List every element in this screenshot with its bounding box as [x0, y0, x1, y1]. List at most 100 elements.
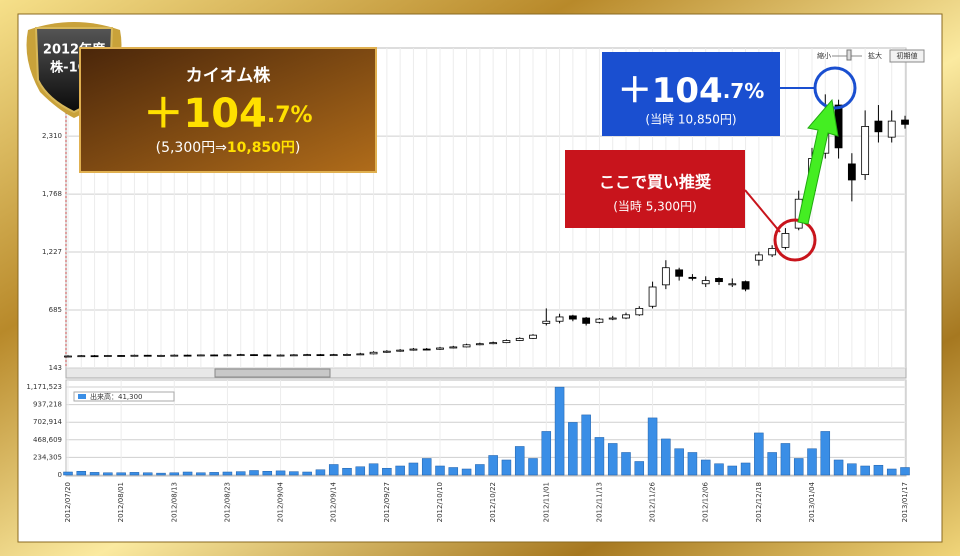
x-tick-label: 2012/12/06	[702, 481, 710, 522]
volume-bar	[528, 458, 538, 476]
y-tick-label: 1,227	[42, 248, 62, 256]
candle-body	[263, 354, 272, 357]
y-tick-label: 143	[49, 364, 62, 372]
x-tick-label: 2013/01/17	[901, 482, 909, 522]
volume-bar	[727, 465, 738, 476]
volume-bar	[103, 472, 113, 476]
zoom-in[interactable]: 拡大	[868, 51, 882, 60]
volume-bar	[514, 446, 525, 476]
volume-bar	[382, 467, 392, 476]
candle-body	[861, 126, 870, 176]
candle-body	[157, 354, 165, 357]
y-tick-label: 1,171,523	[26, 383, 62, 391]
volume-bar	[807, 448, 817, 476]
volume-bar	[262, 470, 273, 476]
high-callout	[602, 52, 780, 136]
candle-body	[77, 355, 86, 358]
volume-bar	[501, 459, 512, 476]
volume-bar	[63, 471, 73, 476]
volume-bar	[554, 386, 565, 476]
headline-box	[79, 47, 377, 173]
candle-body	[595, 318, 604, 323]
volume-bar	[700, 459, 711, 476]
candle-body	[754, 254, 763, 261]
candle-body	[901, 119, 909, 125]
candle-body	[289, 354, 298, 357]
candle-body	[489, 342, 498, 345]
candle-body	[741, 281, 750, 290]
candle-body	[529, 334, 537, 339]
reset-button[interactable]	[889, 49, 925, 63]
volume-bar	[209, 472, 219, 476]
candle-body	[103, 355, 112, 357]
candle-body	[303, 354, 312, 357]
candle-body	[887, 120, 896, 138]
candle-body	[688, 276, 697, 279]
volume-bar	[355, 466, 366, 476]
candle-body	[475, 343, 484, 346]
candle-body	[170, 354, 179, 357]
candle-body	[582, 317, 591, 324]
volume-bar	[328, 464, 339, 476]
volume-bar	[182, 471, 193, 476]
price-close: )	[295, 140, 300, 156]
x-tick-label: 2012/08/01	[117, 482, 125, 522]
volume-bar	[142, 472, 153, 476]
candle-body	[223, 354, 232, 357]
candle-body	[449, 346, 458, 349]
candle-body	[462, 344, 471, 348]
volume-bar	[302, 471, 312, 476]
candle-body	[329, 354, 338, 357]
y-tick-label: 702,914	[33, 418, 62, 426]
y-tick-label: 1,768	[42, 190, 62, 198]
candle-body	[608, 317, 617, 320]
buy-note: (当時 5,300円)	[613, 200, 697, 214]
candle-body	[316, 354, 325, 357]
x-tick-label: 2012/11/01	[542, 482, 550, 522]
candle-body	[436, 347, 444, 350]
volume-bar	[421, 458, 432, 476]
y-tick-label: 685	[49, 306, 62, 314]
volume-bar	[820, 431, 831, 476]
volume-bar	[275, 470, 286, 476]
scroll-thumb[interactable]	[214, 368, 331, 378]
zoom-knob[interactable]	[846, 49, 852, 61]
high-gain-main: ＋104	[618, 71, 723, 111]
volume-bar	[634, 461, 645, 476]
volume-bar	[289, 471, 299, 476]
y-tick-label: 468,609	[33, 436, 62, 444]
x-tick-label: 2012/08/23	[223, 482, 231, 522]
volume-bar	[661, 438, 671, 476]
volume-bar	[342, 467, 352, 476]
volume-bar	[793, 458, 804, 476]
candle-body	[90, 355, 99, 358]
reset-label[interactable]: 初期値	[897, 51, 918, 60]
gain-decimal: .7%	[267, 103, 313, 128]
high-gain-decimal: .7%	[723, 79, 765, 103]
x-tick-label: 2013/01/04	[808, 481, 816, 522]
volume-bar	[860, 465, 870, 476]
candle-body	[356, 353, 365, 356]
candle-body	[250, 354, 258, 357]
candle-body	[661, 267, 670, 286]
zoom-out[interactable]: 縮小	[817, 51, 831, 60]
candle-body	[130, 354, 139, 357]
y-tick-label: 2,310	[42, 132, 62, 140]
volume-bar	[687, 452, 698, 476]
volume-bar	[235, 471, 246, 476]
x-tick-label: 2012/07/20	[64, 482, 72, 522]
legend-box	[73, 391, 175, 402]
volume-bar	[448, 467, 459, 476]
stock-name: カイオム株	[186, 65, 271, 86]
scrollbar[interactable]	[65, 367, 907, 379]
high-gain: ＋104.7%	[618, 71, 765, 111]
candle-body	[675, 269, 684, 277]
x-tick-label: 2012/09/14	[330, 481, 338, 522]
x-tick-label: 2012/10/22	[489, 482, 497, 522]
candle-body	[343, 354, 351, 356]
candle-body	[768, 248, 777, 256]
plot-layer: 2012/07/20 2012/08/01 2012/08/13 2012/08/23…	[63, 94, 910, 522]
x-tick-label: 2012/12/18	[755, 482, 763, 522]
candle-body	[648, 286, 657, 307]
y-tick-label: 937,218	[33, 401, 62, 409]
